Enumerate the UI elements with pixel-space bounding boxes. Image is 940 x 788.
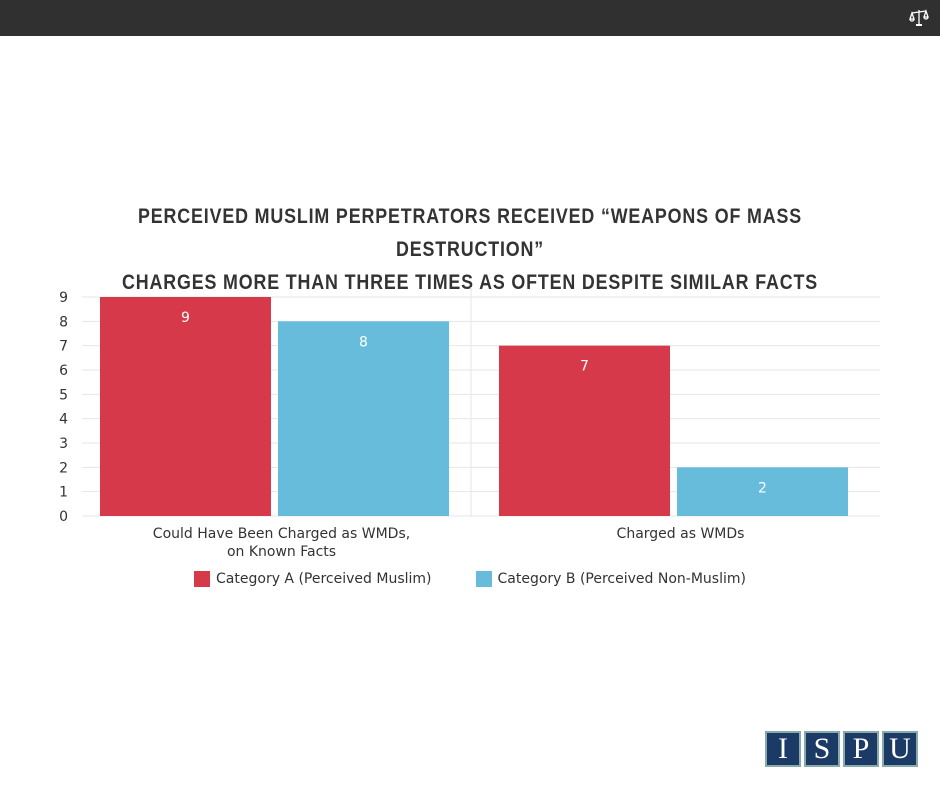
bar [100,297,271,516]
bar-value-label: 9 [181,310,190,326]
bar [677,467,848,516]
y-tick-label: 7 [59,339,68,355]
bar-value-label: 2 [758,480,767,496]
legend-label: Category A (Perceived Muslim) [216,571,432,587]
title-line: PERCEIVED MUSLIM PERPETRATORS RECEIVED “… [138,205,802,261]
chart-title: PERCEIVED MUSLIM PERPETRATORS RECEIVED “… [71,200,870,299]
y-tick-label: 8 [59,314,68,330]
logo-letter: I [765,731,801,767]
y-tick-label: 3 [59,436,68,452]
y-tick-label: 2 [59,460,68,476]
top-bar [0,0,940,36]
y-tick-label: 4 [59,412,68,428]
y-tick-label: 6 [59,363,68,379]
y-tick-label: 1 [59,485,68,501]
legend-swatch [475,571,492,587]
legend-item-b[interactable]: Category B (Perceived Non-Muslim) [475,571,746,587]
y-tick-label: 5 [59,387,68,403]
logo-letter: U [882,731,918,767]
legend-label: Category B (Perceived Non-Muslim) [497,571,746,587]
legend-swatch [194,571,211,587]
legend: Category A (Perceived Muslim) Category B… [0,571,940,587]
bar [499,345,670,516]
logo-letter: S [804,731,840,767]
title-line: CHARGES MORE THAN THREE TIMES AS OFTEN D… [122,271,818,294]
x-category-label: Charged as WMDs [617,526,745,542]
bar-chart: 0 1 2 3 4 5 6 7 8 9 9 8 Could Have Been Charged as W… [59,287,880,560]
legend-item-a[interactable]: Category A (Perceived Muslim) [194,571,432,587]
logo-letter: P [843,731,879,767]
bar [278,321,449,516]
y-tick-label: 9 [59,290,68,306]
bar-value-label: 8 [359,334,368,350]
x-category-label: Could Have Been Charged as WMDs, [153,526,410,542]
bar-value-label: 7 [580,359,589,375]
y-tick-label: 0 [59,509,68,525]
x-category-label: on Known Facts [227,544,336,560]
scales-of-justice-icon [909,8,929,26]
